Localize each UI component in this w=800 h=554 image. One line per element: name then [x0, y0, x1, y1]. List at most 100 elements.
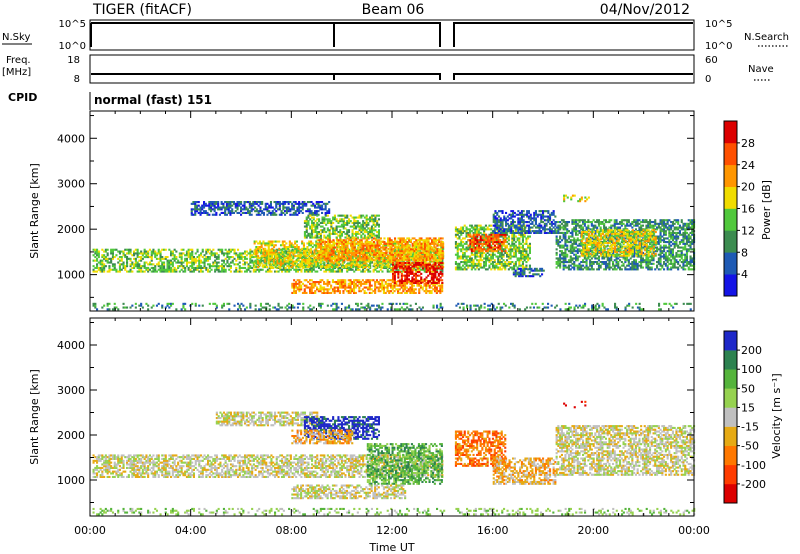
- power-cell: [110, 268, 113, 271]
- power-cell: [378, 262, 381, 265]
- power-cell: [429, 267, 432, 270]
- power-cell: [267, 240, 270, 243]
- power-cell: [425, 290, 428, 293]
- power-cell: [166, 268, 169, 271]
- power-cell: [412, 284, 415, 287]
- power-cell: [332, 250, 335, 253]
- power-cell: [252, 270, 255, 273]
- power-cell: [273, 244, 276, 247]
- power-cell: [377, 234, 380, 237]
- power-cell: [304, 258, 307, 261]
- power-cell: [414, 291, 417, 294]
- power-cell: [312, 221, 315, 224]
- power-cell: [432, 288, 435, 291]
- power-cell: [456, 228, 459, 231]
- power-cell: [424, 256, 427, 259]
- power-cell: [350, 247, 353, 250]
- power-cell: [312, 211, 315, 214]
- power-cell: [204, 202, 207, 205]
- power-cell: [274, 266, 277, 269]
- power-cell: [243, 201, 246, 204]
- power-cell: [513, 262, 516, 265]
- power-cell: [513, 242, 516, 245]
- power-cell: [353, 251, 356, 254]
- power-cell: [422, 240, 425, 243]
- power-cell: [175, 257, 178, 260]
- power-cell: [507, 268, 510, 271]
- power-cell: [476, 266, 479, 269]
- power-cell: [168, 248, 171, 251]
- power-cell: [356, 232, 359, 235]
- power-cell: [305, 220, 308, 223]
- power-cell: [411, 286, 414, 289]
- power-cell: [385, 253, 388, 256]
- power-cell: [513, 253, 516, 256]
- power-cell: [210, 201, 213, 204]
- power-cell: [325, 248, 328, 251]
- power-cell: [353, 236, 356, 239]
- power-cell: [463, 261, 466, 264]
- power-cell: [460, 230, 463, 233]
- power-cell: [441, 270, 444, 273]
- power-cell: [343, 253, 346, 256]
- power-cell: [392, 260, 395, 263]
- power-cell: [374, 282, 377, 285]
- power-cell: [428, 251, 431, 254]
- power-cell: [171, 265, 174, 268]
- power-cell: [339, 225, 342, 228]
- power-cell: [393, 267, 396, 270]
- power-cell: [390, 257, 393, 260]
- power-cell: [472, 262, 475, 265]
- power-cell: [297, 256, 300, 259]
- power-cell: [177, 259, 180, 262]
- power-cell: [493, 266, 496, 269]
- power-cell: [441, 237, 444, 240]
- power-cell: [257, 256, 260, 259]
- power-cell: [330, 244, 333, 247]
- power-cell: [97, 256, 100, 259]
- power-cell: [302, 251, 305, 254]
- power-cell: [376, 221, 379, 224]
- power-cell: [268, 210, 271, 213]
- power-cell: [341, 242, 344, 245]
- power-cell: [476, 250, 479, 253]
- power-cell: [460, 233, 463, 236]
- power-cell: [222, 268, 225, 271]
- power-cell: [365, 220, 368, 223]
- power-cell: [318, 223, 321, 226]
- power-cell: [470, 230, 473, 233]
- power-cell: [406, 281, 409, 284]
- power-cell: [400, 276, 403, 279]
- power-cell: [342, 257, 345, 260]
- power-cell: [143, 263, 146, 266]
- power-cell: [370, 227, 373, 230]
- power-cell: [472, 266, 475, 269]
- power-cell: [244, 257, 247, 260]
- power-cell: [96, 252, 99, 255]
- power-cell: [115, 248, 118, 251]
- power-cell: [124, 248, 127, 251]
- power-cell: [200, 268, 203, 271]
- power-cell: [422, 259, 425, 262]
- power-cell: [439, 244, 442, 247]
- power-cell: [247, 268, 250, 271]
- power-cell: [303, 220, 306, 223]
- power-cell: [311, 231, 314, 234]
- power-cell: [290, 242, 293, 245]
- power-cell: [141, 252, 144, 255]
- power-cell: [364, 240, 367, 243]
- power-cell: [456, 262, 459, 265]
- power-cell: [315, 258, 318, 261]
- power-cell: [220, 211, 223, 214]
- power-cell: [191, 257, 194, 260]
- power-cell: [378, 251, 381, 254]
- power-cell: [504, 248, 507, 251]
- power-cell: [328, 282, 331, 285]
- power-cell: [319, 225, 322, 228]
- power-cell: [504, 251, 507, 254]
- power-cell: [353, 241, 356, 244]
- power-cell: [110, 248, 113, 251]
- power-cell: [432, 259, 435, 262]
- power-cell: [217, 261, 220, 264]
- power-cell: [432, 242, 435, 245]
